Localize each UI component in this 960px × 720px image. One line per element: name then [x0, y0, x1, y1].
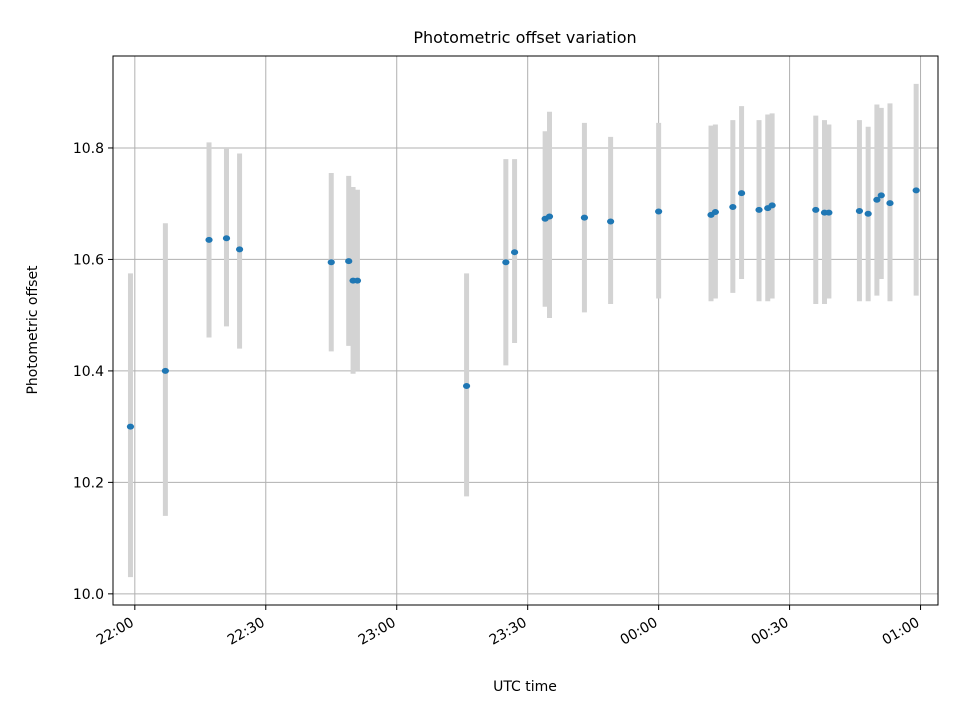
y-tick-label: 10.8 [73, 141, 104, 157]
data-point [912, 187, 920, 194]
data-point [222, 235, 231, 242]
y-tick-label: 10.4 [73, 364, 104, 380]
data-point [655, 208, 663, 215]
x-tick-label: 23:30 [487, 615, 530, 649]
data-point [580, 214, 589, 221]
error-bars [127, 83, 919, 578]
data-point [327, 259, 335, 266]
data-point [545, 213, 554, 220]
x-tick-label: 22:00 [94, 615, 137, 649]
data-point [353, 277, 362, 284]
data-point [510, 249, 519, 256]
data-point [462, 382, 471, 389]
data-point [873, 196, 881, 203]
data-points [126, 187, 920, 430]
x-tick-label: 22:30 [225, 615, 268, 649]
x-tick-label: 01:00 [880, 615, 923, 649]
data-point [729, 204, 737, 211]
y-tick-label: 10.6 [73, 252, 104, 268]
x-axis-label: UTC time [493, 679, 557, 695]
data-point [235, 246, 244, 253]
chart-title: Photometric offset variation [413, 28, 636, 47]
x-tick-label: 00:00 [618, 615, 661, 649]
y-tick-label: 10.2 [73, 475, 104, 491]
data-point [768, 202, 776, 209]
data-point [205, 236, 213, 243]
data-point [755, 206, 763, 213]
plot-frame [112, 55, 939, 606]
data-point [607, 218, 615, 225]
data-point [877, 192, 885, 199]
data-point [812, 206, 820, 213]
data-point [502, 259, 510, 266]
x-tick-label: 23:00 [356, 615, 399, 649]
y-axis-label: Photometric offset [25, 265, 41, 395]
data-point [711, 209, 719, 216]
data-point [126, 423, 135, 430]
grid [113, 56, 938, 605]
data-point [864, 210, 872, 217]
data-point [737, 190, 746, 197]
data-point [161, 367, 169, 374]
y-tick-label: 10.0 [73, 587, 104, 603]
x-tick-label: 00:30 [749, 615, 792, 649]
data-point [345, 258, 353, 265]
data-point [886, 200, 894, 207]
axis-ticks: 22:00 22:30 23:00 23:30 00:00 00:30 01:00 10.0 1… [73, 141, 923, 649]
data-point [855, 207, 864, 214]
data-point [825, 209, 833, 216]
